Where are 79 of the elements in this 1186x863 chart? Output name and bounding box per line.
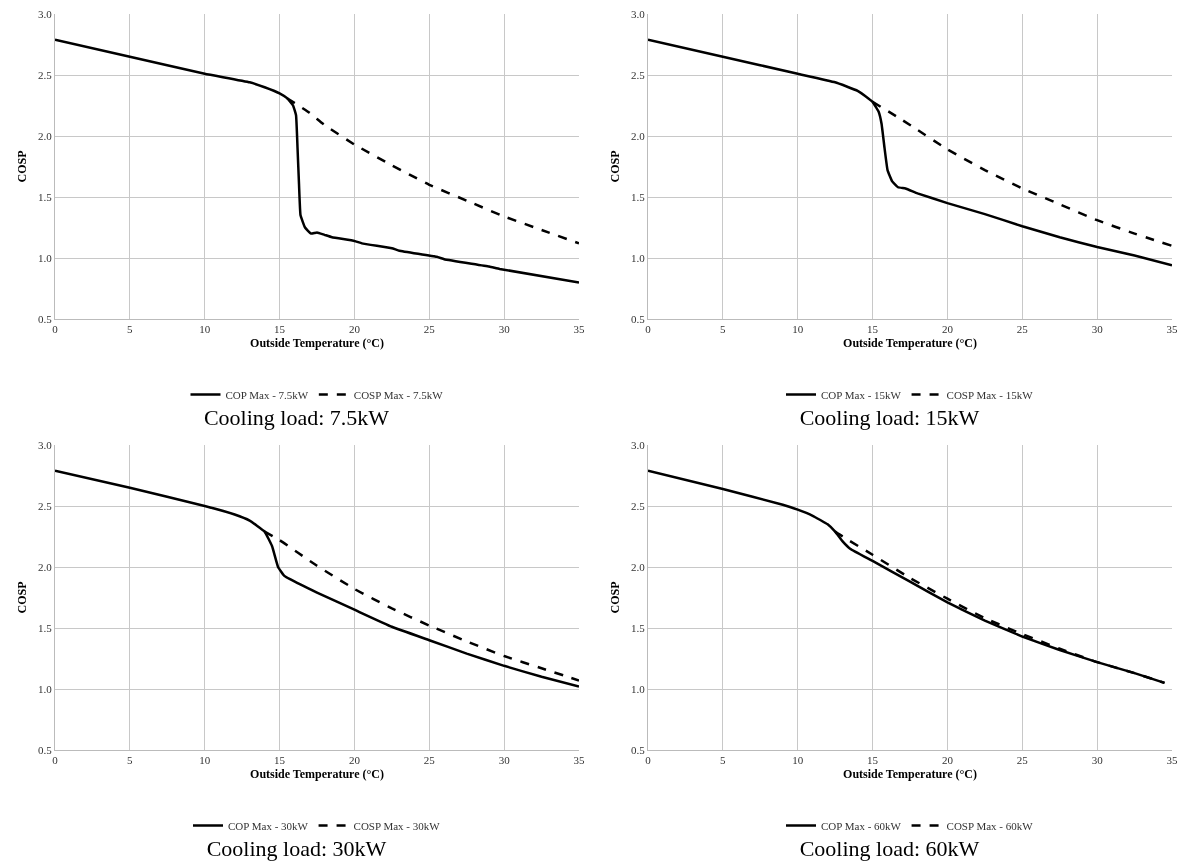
y-axis-title: COSP xyxy=(15,581,30,614)
x-tick-label: 25 xyxy=(1016,323,1029,336)
line-series xyxy=(55,38,579,284)
y-tick-label: 0.5 xyxy=(38,312,53,325)
y-axis-title: COSP xyxy=(608,150,623,183)
legend-label: COP Max - 60kW xyxy=(821,819,902,832)
x-tick-label: 30 xyxy=(1091,754,1104,767)
y-tick-label: 2.0 xyxy=(631,129,646,142)
x-tick-label: 15 xyxy=(867,323,879,336)
x-tick-label: 10 xyxy=(792,323,804,336)
y-tick-label: 2.0 xyxy=(38,560,53,573)
y-tick-label: 2.0 xyxy=(38,129,53,142)
x-tick-label: 5 xyxy=(720,754,727,767)
x-tick-label: 0 xyxy=(52,323,59,336)
y-tick-label: 3.0 xyxy=(631,7,646,20)
y-tick-label: 3.0 xyxy=(38,438,53,451)
legend-label: COSP Max - 30kW xyxy=(353,819,441,832)
x-tick-label: 0 xyxy=(52,754,59,767)
line-series xyxy=(55,469,579,688)
x-tick-label: 10 xyxy=(792,754,804,767)
text: Cooling load: 7.5kW xyxy=(203,404,390,430)
x-axis-title: Outside Temperature (°C) xyxy=(250,336,384,351)
y-tick-label: 1.0 xyxy=(38,682,53,695)
legend-label: COSP Max - 7.5kW xyxy=(353,388,444,401)
x-tick-label: 30 xyxy=(498,754,511,767)
x-tick-label: 25 xyxy=(423,323,436,336)
legend-label: COSP Max - 60kW xyxy=(946,819,1034,832)
y-tick-label: 0.5 xyxy=(38,743,53,756)
x-axis-title: Outside Temperature (°C) xyxy=(843,767,977,782)
y-tick-label: 2.5 xyxy=(631,499,646,512)
y-tick-label: 0.5 xyxy=(631,312,646,325)
y-tick-label: 1.0 xyxy=(631,251,646,264)
y-tick-label: 2.5 xyxy=(38,68,53,81)
y-axis-title: COSP xyxy=(15,150,30,183)
legend-label: COP Max - 15kW xyxy=(821,388,902,401)
x-tick-label: 10 xyxy=(199,323,211,336)
x-tick-label: 0 xyxy=(645,323,652,336)
x-tick-label: 35 xyxy=(1166,323,1178,336)
legend-label: COP Max - 30kW xyxy=(228,819,309,832)
text: Cooling load: 60kW xyxy=(799,835,980,861)
y-tick-label: 0.5 xyxy=(631,743,646,756)
text: Cooling load: 15kW xyxy=(799,404,980,430)
y-tick-label: 1.5 xyxy=(631,621,646,634)
y-tick-label: 1.0 xyxy=(38,251,53,264)
x-tick-label: 20 xyxy=(348,754,361,767)
x-tick-label: 5 xyxy=(127,323,134,336)
text: Cooling load: 30kW xyxy=(206,835,387,861)
x-tick-label: 35 xyxy=(573,323,585,336)
x-tick-label: 15 xyxy=(274,323,286,336)
x-tick-label: 5 xyxy=(127,754,134,767)
x-tick-label: 30 xyxy=(498,323,511,336)
legend-label: COSP Max - 15kW xyxy=(946,388,1034,401)
x-tick-label: 25 xyxy=(423,754,436,767)
x-tick-label: 20 xyxy=(348,323,361,336)
x-tick-label: 10 xyxy=(199,754,211,767)
x-tick-label: 15 xyxy=(274,754,286,767)
x-axis-title: Outside Temperature (°C) xyxy=(250,767,384,782)
y-tick-label: 2.5 xyxy=(38,499,53,512)
x-axis-title: Outside Temperature (°C) xyxy=(843,336,977,351)
x-tick-label: 15 xyxy=(867,754,879,767)
legend-label: COP Max - 7.5kW xyxy=(225,388,309,401)
y-axis-title: COSP xyxy=(608,581,623,614)
x-tick-label: 25 xyxy=(1016,754,1029,767)
x-tick-label: 20 xyxy=(941,754,954,767)
x-tick-label: 30 xyxy=(1091,323,1104,336)
x-tick-label: 35 xyxy=(573,754,585,767)
x-tick-label: 5 xyxy=(720,323,727,336)
y-tick-label: 1.5 xyxy=(38,621,53,634)
y-tick-label: 3.0 xyxy=(631,438,646,451)
x-tick-label: 20 xyxy=(941,323,954,336)
line-series xyxy=(648,38,1172,267)
y-tick-label: 1.5 xyxy=(38,190,53,203)
y-tick-label: 3.0 xyxy=(38,7,53,20)
x-tick-label: 0 xyxy=(645,754,652,767)
y-tick-label: 2.5 xyxy=(631,68,646,81)
y-tick-label: 1.0 xyxy=(631,682,646,695)
y-tick-label: 1.5 xyxy=(631,190,646,203)
y-tick-label: 2.0 xyxy=(631,560,646,573)
x-tick-label: 35 xyxy=(1166,754,1178,767)
